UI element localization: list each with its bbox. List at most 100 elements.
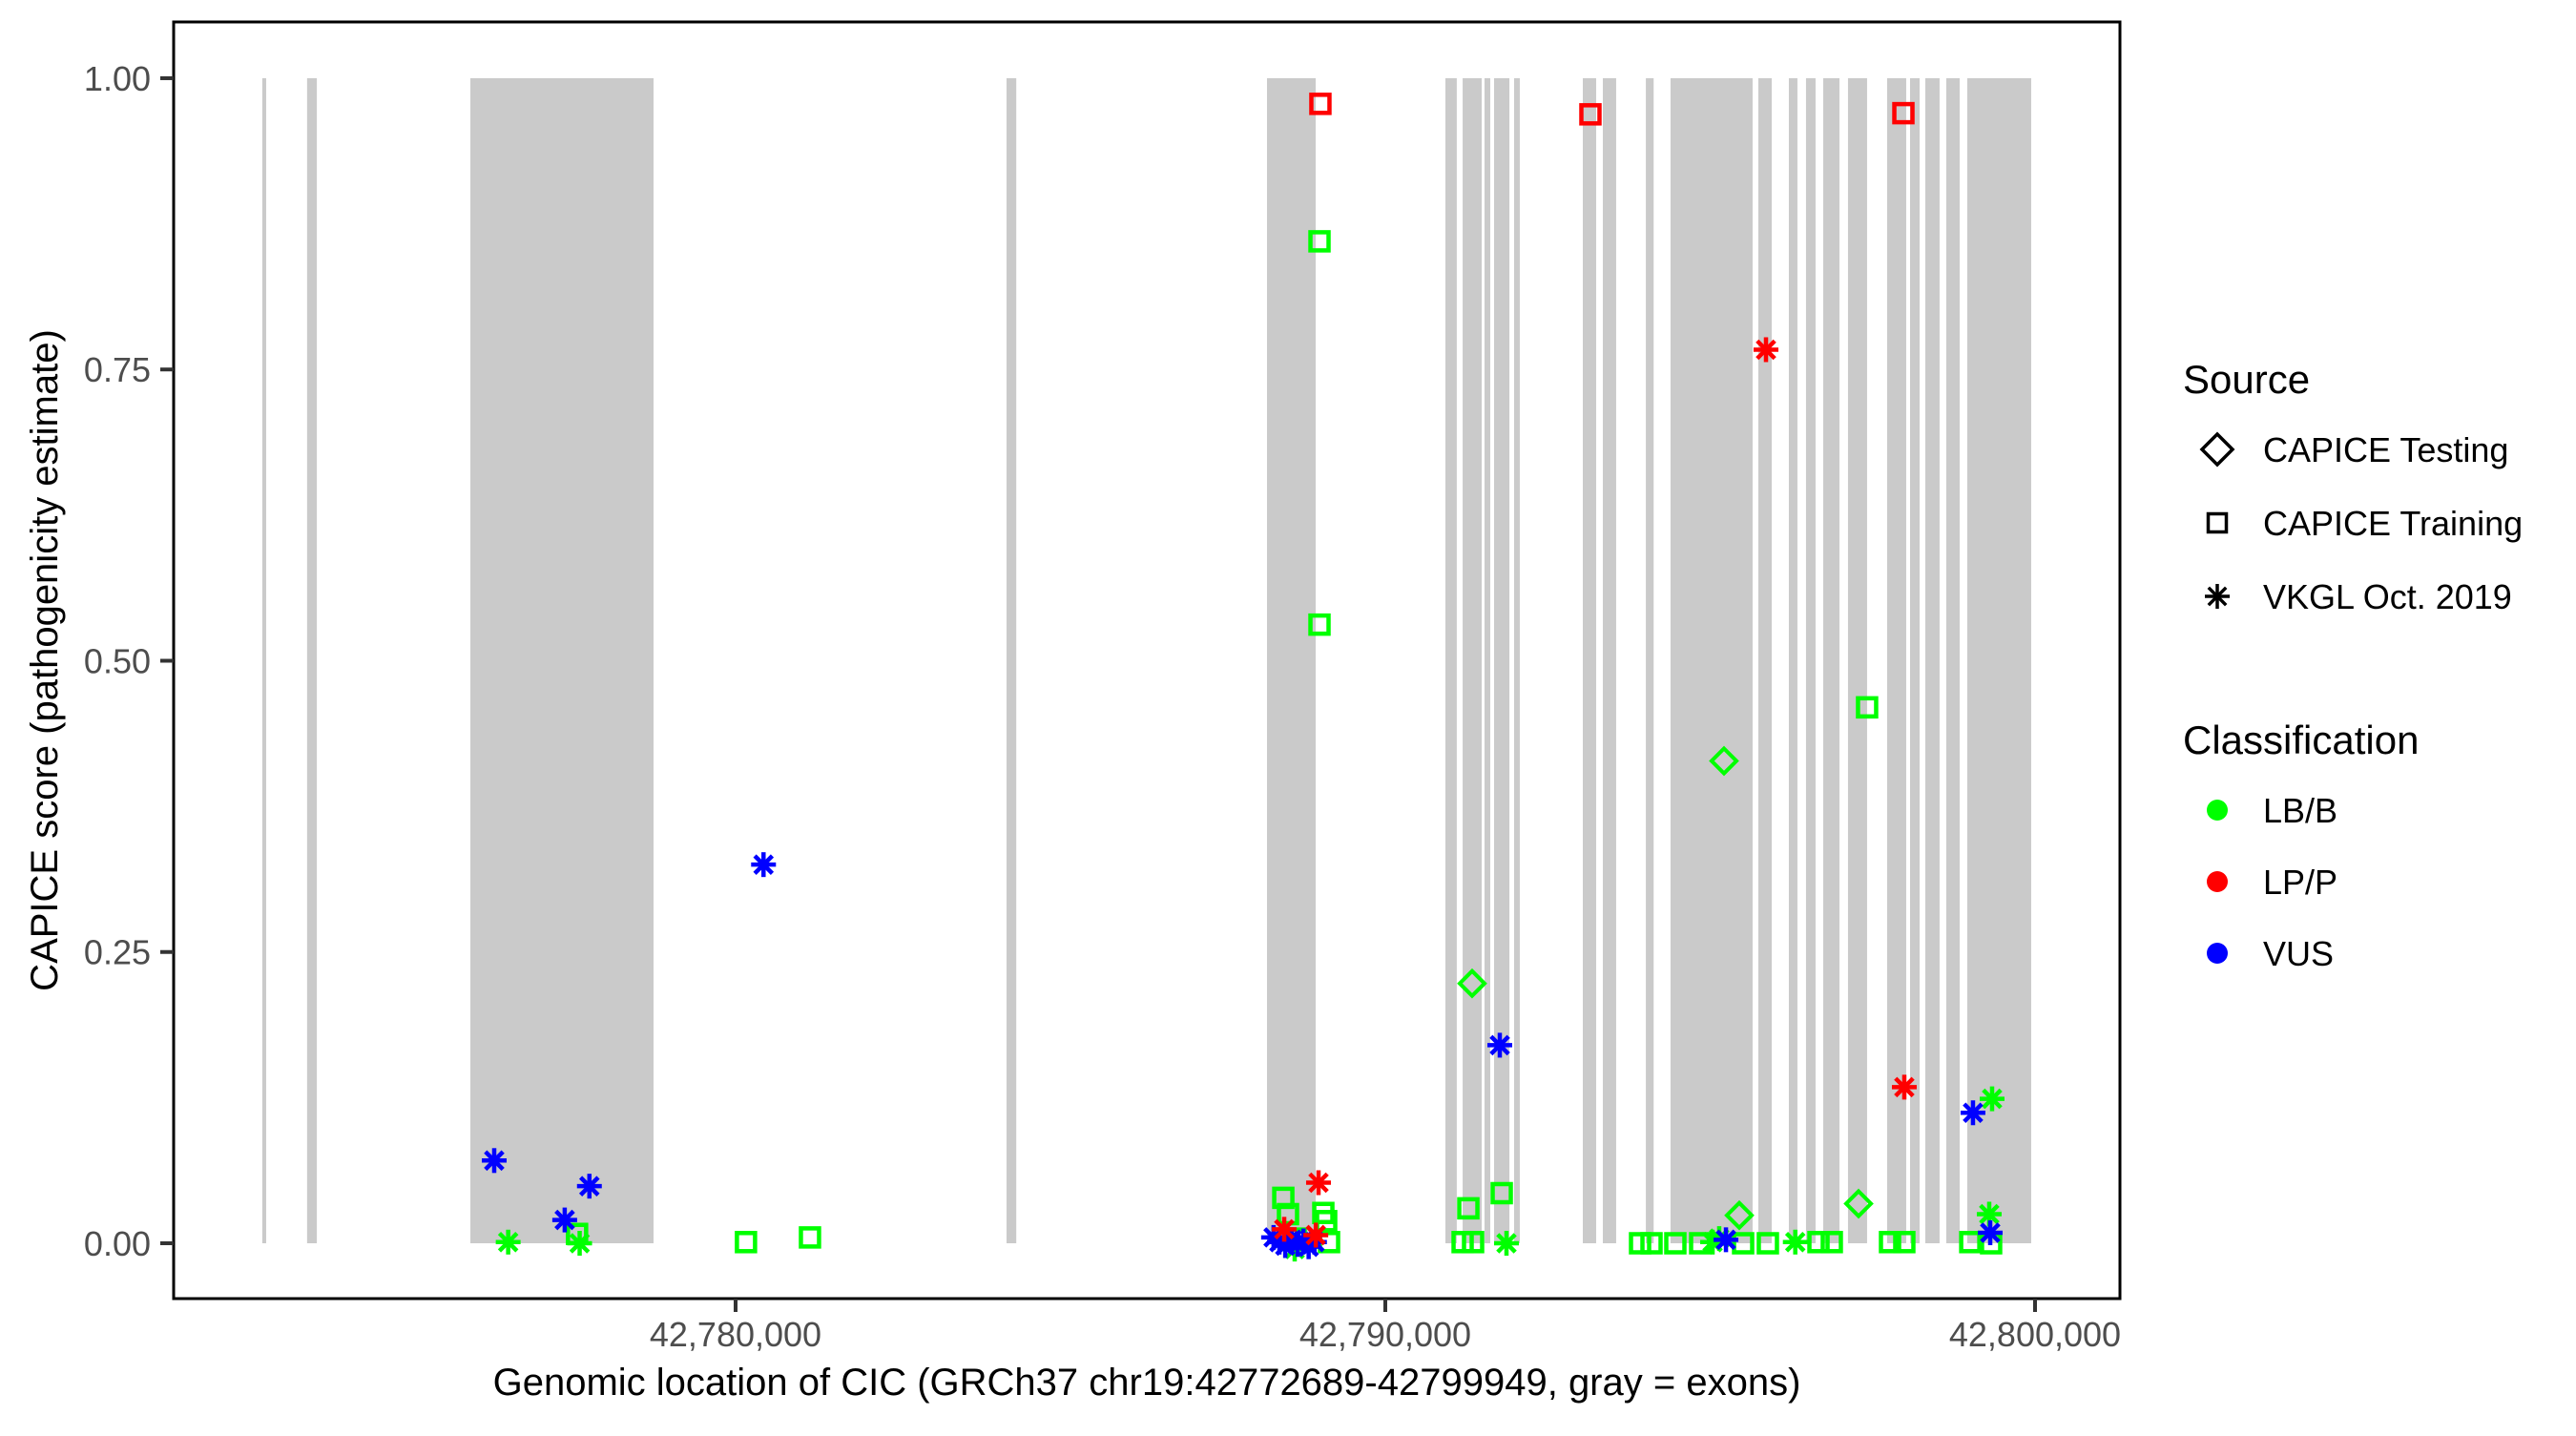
legend-item-label: VKGL Oct. 2019 xyxy=(2263,577,2512,616)
exon-band xyxy=(1945,77,1960,1244)
data-point-square xyxy=(1664,1232,1687,1255)
lbb-dot-icon xyxy=(2207,800,2228,821)
exon-band xyxy=(1924,77,1940,1244)
data-point-square xyxy=(735,1231,758,1254)
data-point-asterisk xyxy=(1753,337,1778,363)
diamond-icon xyxy=(2199,431,2235,468)
x-tick-label: 42,780,000 xyxy=(650,1315,821,1354)
y-tick-label: 1.00 xyxy=(84,59,151,98)
data-point-asterisk xyxy=(1978,1220,2004,1246)
legend-item-capice-training: CAPICE Training xyxy=(2206,504,2523,543)
exon-band xyxy=(1805,77,1816,1244)
data-point-asterisk xyxy=(1782,1229,1808,1255)
exon-band xyxy=(261,77,266,1244)
data-point-asterisk xyxy=(1486,1032,1512,1058)
exon-band xyxy=(1757,77,1772,1244)
data-point-asterisk xyxy=(1494,1231,1520,1257)
exon-band xyxy=(1822,77,1840,1244)
data-point-square xyxy=(1457,1197,1480,1220)
legend-item-label: CAPICE Testing xyxy=(2263,430,2508,469)
data-point-asterisk xyxy=(567,1231,592,1257)
exon-band xyxy=(1513,77,1520,1244)
data-point-asterisk xyxy=(551,1207,577,1233)
data-point-square xyxy=(1959,1231,1982,1254)
data-point-asterisk xyxy=(1272,1217,1298,1242)
legend-item-label: LB/B xyxy=(2263,791,2337,830)
exon-band xyxy=(1847,77,1867,1244)
y-tick-label: 0.50 xyxy=(84,641,151,680)
x-axis-title: Genomic location of CIC (GRCh37 chr19:42… xyxy=(493,1362,1801,1404)
data-point-asterisk xyxy=(1714,1227,1739,1253)
y-tick-label: 0.00 xyxy=(84,1224,151,1263)
data-point-asterisk xyxy=(495,1229,521,1255)
legend-item-capice-testing: CAPICE Testing xyxy=(2199,430,2508,469)
legend-item-label: CAPICE Training xyxy=(2263,504,2523,543)
exon-band xyxy=(1583,77,1596,1244)
exon-bands xyxy=(261,77,2031,1244)
data-point-diamond xyxy=(1724,1199,1755,1231)
lpp-dot-icon xyxy=(2207,871,2228,892)
exon-band xyxy=(1886,77,1906,1244)
data-point-square xyxy=(1756,1232,1779,1255)
exon-band xyxy=(1646,77,1654,1244)
data-point-square xyxy=(1490,1181,1513,1205)
y-axis-title: CAPICE score (pathogenicity estimate) xyxy=(24,329,66,991)
data-point-square xyxy=(1462,1231,1485,1254)
x-tick-label: 42,790,000 xyxy=(1299,1315,1471,1354)
asterisk-icon xyxy=(2205,584,2230,609)
data-point-asterisk xyxy=(1303,1222,1329,1248)
data-point-square xyxy=(1892,101,1915,125)
exon-band xyxy=(1602,77,1616,1244)
exon-band xyxy=(1909,77,1920,1244)
data-point-square xyxy=(1629,1232,1652,1255)
y-tick-label: 0.25 xyxy=(84,933,151,972)
data-point-diamond xyxy=(1843,1188,1874,1219)
data-point-asterisk xyxy=(1891,1074,1917,1100)
data-point-square xyxy=(1640,1232,1663,1255)
data-point-square xyxy=(1308,613,1331,636)
exon-band xyxy=(1444,77,1457,1244)
data-point-square xyxy=(1732,1232,1755,1255)
exon-band xyxy=(306,77,318,1244)
data-point-asterisk xyxy=(1305,1170,1331,1196)
data-point-asterisk xyxy=(751,852,777,878)
data-point-square xyxy=(1579,103,1602,126)
square-icon xyxy=(2206,511,2229,534)
data-point-square xyxy=(1820,1231,1843,1254)
data-point-square xyxy=(1315,1210,1338,1233)
x-axis: 42,780,000 42,790,000 42,800,000 xyxy=(650,1299,2121,1354)
exon-band xyxy=(1966,77,2031,1244)
exon-band xyxy=(1006,77,1017,1244)
legend-classification-title: Classification xyxy=(2183,718,2419,762)
data-point-asterisk xyxy=(482,1148,508,1174)
exon-band xyxy=(470,77,654,1244)
data-point-square xyxy=(1309,93,1332,115)
legend-source-title: Source xyxy=(2183,357,2310,402)
legend-item-label: VUS xyxy=(2263,934,2334,973)
exon-band xyxy=(1484,77,1490,1244)
x-tick-label: 42,800,000 xyxy=(1949,1315,2121,1354)
data-point-square xyxy=(1308,230,1331,253)
data-point-square xyxy=(1856,696,1879,719)
legend-item-vkgl: VKGL Oct. 2019 xyxy=(2205,577,2512,616)
y-tick-label: 0.75 xyxy=(84,350,151,389)
data-points xyxy=(482,93,2005,1262)
data-point-diamond xyxy=(1457,968,1487,999)
data-point-diamond xyxy=(1709,745,1739,777)
data-point-asterisk xyxy=(1979,1086,2005,1112)
data-point-square xyxy=(1807,1231,1830,1254)
exon-band xyxy=(1670,77,1753,1244)
legend-item-label: LP/P xyxy=(2263,863,2337,902)
data-point-asterisk xyxy=(576,1174,602,1199)
data-point-square xyxy=(799,1226,821,1249)
data-point-asterisk xyxy=(1960,1100,1985,1126)
exon-band xyxy=(1266,77,1316,1244)
legend-item-lpp: LP/P xyxy=(2207,863,2337,902)
legend-item-vus: VUS xyxy=(2207,934,2334,973)
vus-dot-icon xyxy=(2207,943,2228,964)
data-point-square xyxy=(1893,1231,1916,1254)
exon-band xyxy=(1493,77,1510,1244)
data-point-square xyxy=(1879,1231,1901,1254)
legend-item-lbb: LB/B xyxy=(2207,791,2337,830)
